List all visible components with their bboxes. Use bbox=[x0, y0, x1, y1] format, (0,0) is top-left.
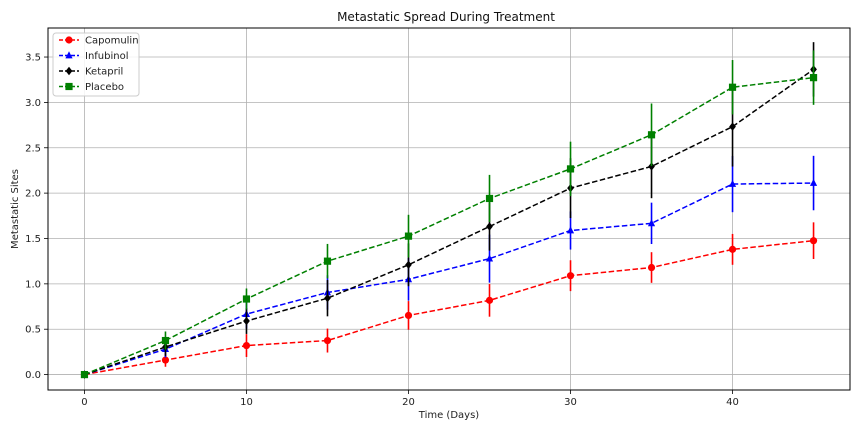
data-point bbox=[566, 165, 575, 173]
data-point bbox=[648, 162, 655, 171]
legend-marker bbox=[65, 51, 73, 59]
y-tick-label: 0.0 bbox=[25, 370, 41, 381]
data-point bbox=[647, 263, 656, 272]
legend-marker bbox=[65, 66, 73, 76]
legend-marker bbox=[65, 82, 73, 91]
y-tick-label: 3.5 bbox=[25, 53, 41, 64]
data-point bbox=[485, 296, 494, 304]
data-point bbox=[324, 293, 331, 303]
data-point bbox=[566, 226, 575, 234]
data-point bbox=[485, 254, 494, 262]
data-point bbox=[728, 179, 737, 187]
legend-box bbox=[52, 32, 140, 97]
x-tick-label: 40 bbox=[726, 397, 739, 408]
data-point bbox=[161, 356, 170, 364]
y-tick-label: 2.0 bbox=[25, 189, 41, 200]
data-point bbox=[242, 295, 251, 303]
y-axis-label: Metastatic Sites bbox=[10, 169, 21, 249]
legend: Capomulin Infubinol Ketapril Placebo bbox=[52, 32, 140, 97]
series-placebo bbox=[80, 50, 818, 379]
x-axis-label: Time (Days) bbox=[418, 410, 480, 421]
plot-frame bbox=[47, 27, 851, 391]
data-point bbox=[566, 272, 575, 280]
data-point bbox=[80, 370, 89, 379]
x-axis: 0 10 20 30 40 bbox=[81, 390, 739, 408]
x-tick-label: 0 bbox=[81, 397, 87, 408]
legend-label: Infubinol bbox=[85, 51, 129, 62]
data-point bbox=[485, 194, 494, 203]
data-point bbox=[647, 219, 656, 227]
data-point bbox=[323, 257, 332, 265]
data-point bbox=[161, 336, 170, 345]
series-line bbox=[84, 239, 814, 376]
y-tick-label: 1.5 bbox=[25, 234, 41, 245]
legend-label: Placebo bbox=[85, 82, 124, 93]
legend-entry-placebo: Placebo bbox=[59, 82, 124, 93]
legend-label: Capomulin bbox=[85, 36, 139, 47]
legend-marker bbox=[65, 36, 73, 44]
y-tick-label: 0.5 bbox=[25, 325, 41, 336]
data-point bbox=[405, 260, 412, 269]
plot-series bbox=[80, 42, 818, 379]
legend-entry-ketapril: Ketapril bbox=[59, 67, 123, 78]
data-point bbox=[486, 222, 493, 231]
series-line bbox=[84, 68, 814, 376]
data-point bbox=[243, 316, 250, 326]
series-line bbox=[84, 182, 814, 376]
data-point bbox=[728, 245, 737, 253]
data-point bbox=[729, 122, 736, 131]
data-point bbox=[809, 237, 818, 245]
data-point bbox=[647, 131, 656, 139]
data-point bbox=[809, 74, 818, 82]
legend-entry-infubinol: Infubinol bbox=[59, 51, 129, 62]
data-point bbox=[404, 232, 413, 240]
data-point bbox=[728, 83, 737, 91]
y-axis: 0.0 0.5 1.0 1.5 2.0 2.5 3.0 3.5 bbox=[25, 53, 48, 381]
series-line bbox=[84, 76, 814, 376]
chart-title: Metastatic Spread During Treatment bbox=[337, 10, 555, 24]
y-tick-label: 3.0 bbox=[25, 98, 41, 109]
legend-entry-capomulin: Capomulin bbox=[59, 36, 139, 47]
data-point bbox=[242, 341, 251, 350]
data-point bbox=[404, 311, 413, 320]
x-tick-label: 30 bbox=[564, 397, 577, 408]
y-tick-label: 2.5 bbox=[25, 143, 41, 154]
data-point bbox=[809, 178, 818, 186]
data-point bbox=[323, 336, 332, 345]
legend-label: Ketapril bbox=[85, 67, 123, 78]
grid bbox=[48, 28, 850, 390]
y-tick-label: 1.0 bbox=[25, 279, 41, 290]
x-tick-label: 20 bbox=[402, 397, 415, 408]
x-tick-label: 10 bbox=[240, 397, 253, 408]
